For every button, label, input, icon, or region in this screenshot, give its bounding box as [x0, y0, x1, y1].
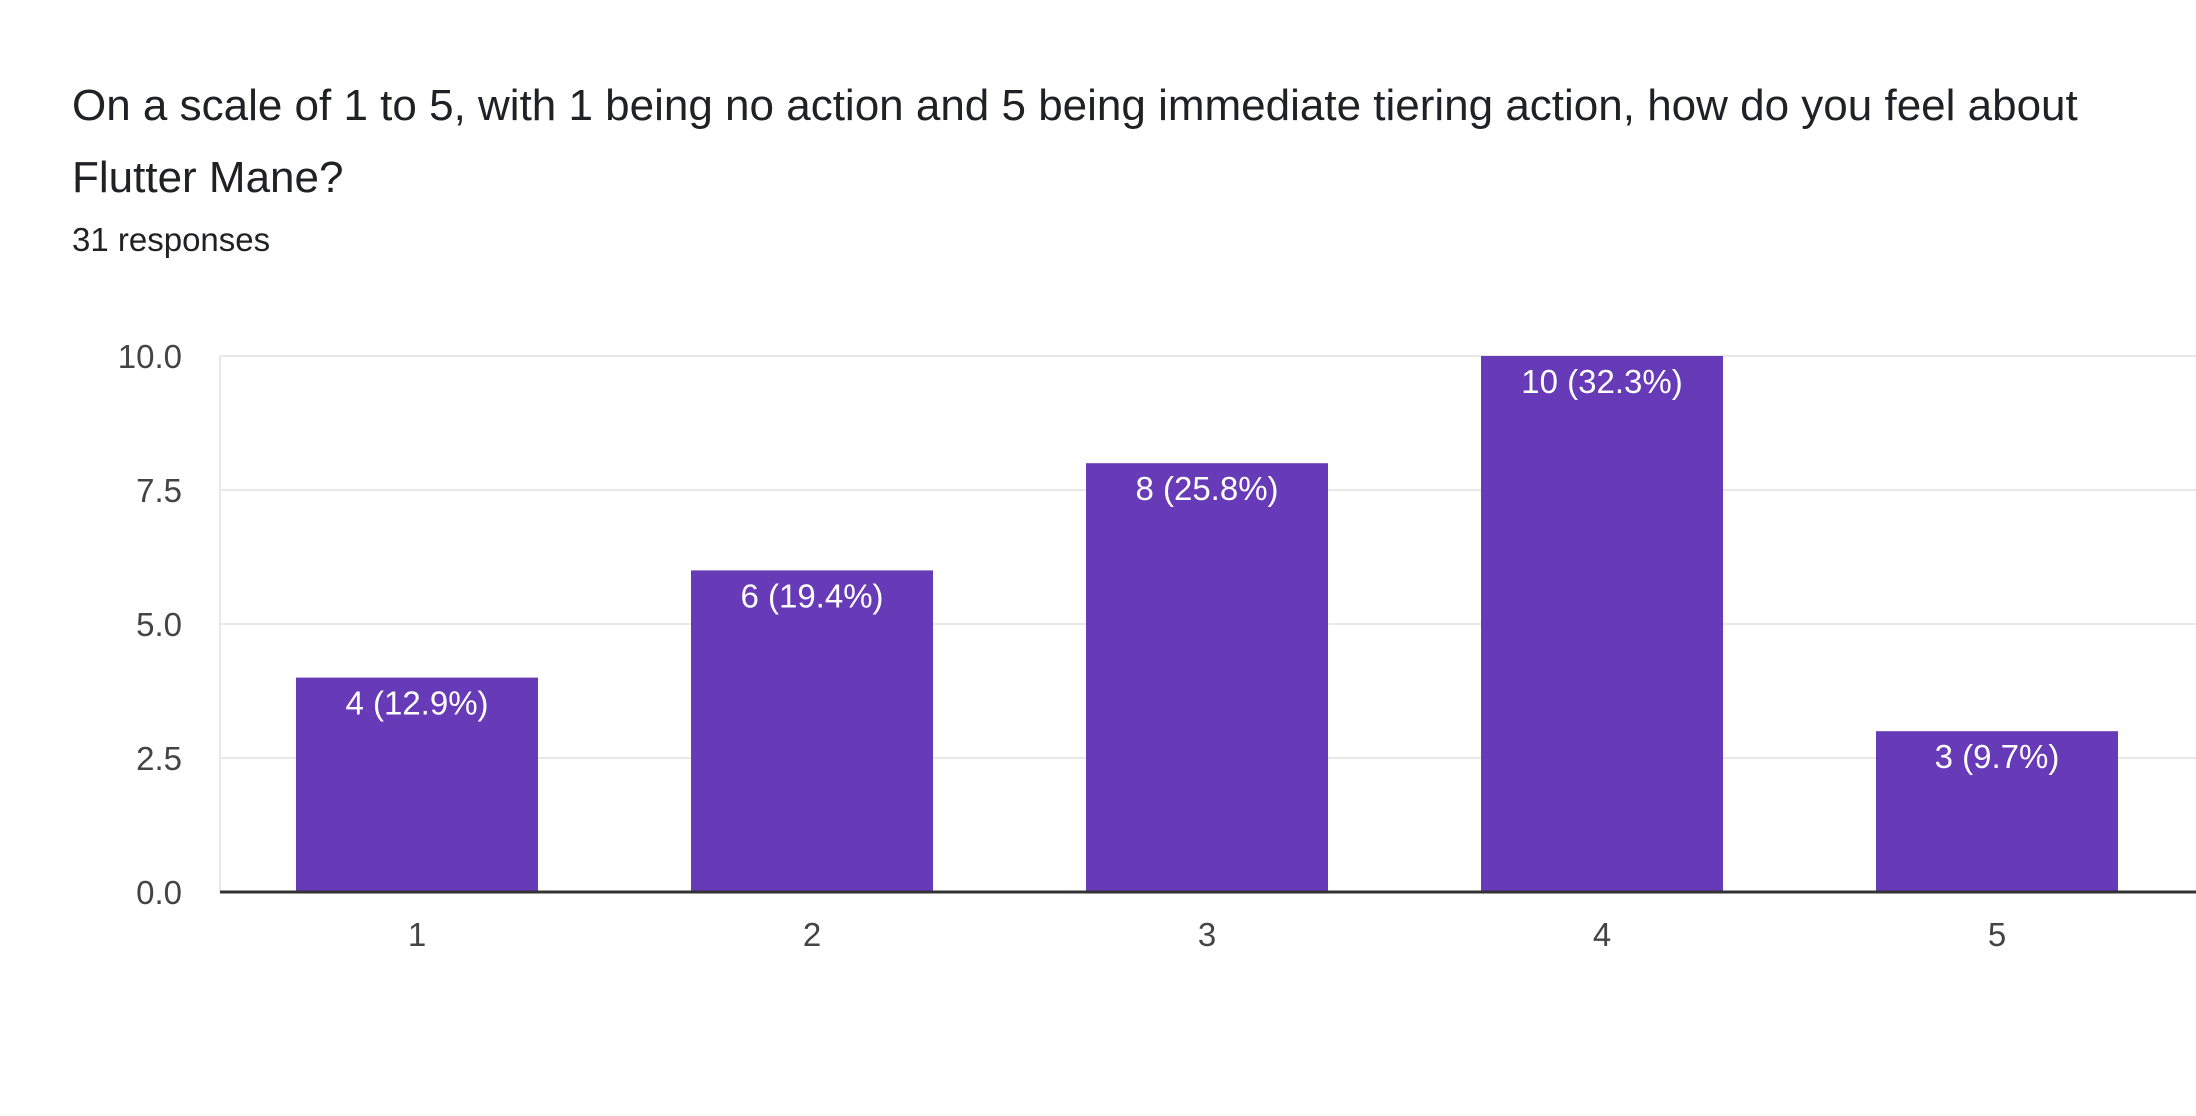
y-tick-label: 10.0: [118, 338, 182, 375]
bar: [1876, 731, 2118, 892]
bar-data-label: 8 (25.8%): [1135, 470, 1278, 507]
x-tick-label: 2: [803, 916, 821, 953]
response-count: 31 responses: [72, 221, 271, 258]
bar: [1481, 356, 1723, 892]
bar-data-label: 6 (19.4%): [740, 577, 883, 614]
y-tick-label: 7.5: [136, 472, 182, 509]
bar: [1086, 463, 1328, 892]
x-tick-label: 3: [1198, 916, 1216, 953]
y-tick-label: 0.0: [136, 874, 182, 911]
x-tick-label: 1: [408, 916, 426, 953]
bar: [691, 570, 933, 892]
bar-data-label: 10 (32.3%): [1521, 363, 1682, 400]
x-tick-label: 5: [1988, 916, 2006, 953]
y-tick-label: 2.5: [136, 740, 182, 777]
x-tick-label: 4: [1593, 916, 1611, 953]
bar: [296, 677, 538, 892]
question-title: On a scale of 1 to 5, with 1 being no ac…: [72, 81, 2078, 202]
bar-data-label: 3 (9.7%): [1935, 738, 2060, 775]
y-tick-label: 5.0: [136, 606, 182, 643]
bar-data-label: 4 (12.9%): [345, 685, 488, 722]
